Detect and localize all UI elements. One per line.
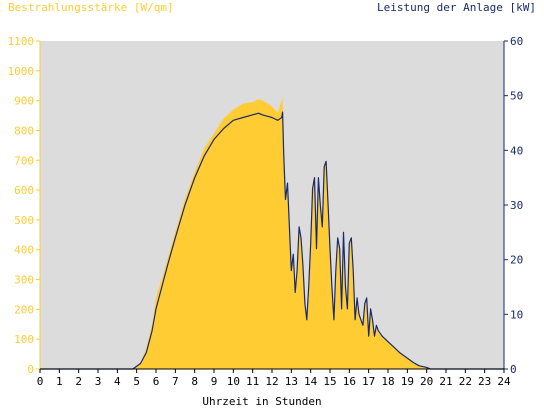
left-tick-label: 400 [14,244,34,257]
left-tick-label: 200 [14,303,34,316]
left-tick-label: 1100 [8,35,35,48]
x-tick-label: 19 [401,375,414,388]
x-tick-label: 6 [153,375,160,388]
right-tick-label: 50 [510,90,523,103]
series-layer [40,96,504,370]
left-tick-label: 500 [14,214,34,227]
x-axis-ticks: 0 1 2 3 4 5 6 7 8 9 10 11 12 13 14 15 16 17 18 19 20 21 22 23 24 [37,369,511,388]
right-tick-label: 0 [510,363,517,376]
x-tick-label: 2 [75,375,82,388]
left-tick-label: 800 [14,124,34,137]
x-tick-label: 1 [56,375,63,388]
right-tick-label: 60 [510,35,523,48]
x-tick-label: 22 [459,375,472,388]
x-tick-label: 3 [95,375,102,388]
left-tick-label: 100 [14,333,34,346]
x-tick-label: 13 [285,375,298,388]
x-tick-label: 23 [478,375,491,388]
left-tick-label: 600 [14,184,34,197]
left-tick-label: 1000 [8,65,35,78]
left-axis-title: Bestrahlungsstärke [W/qm] [8,1,174,14]
x-tick-label: 11 [246,375,259,388]
left-tick-label: 700 [14,154,34,167]
x-tick-label: 5 [133,375,140,388]
x-tick-label: 12 [265,375,278,388]
right-tick-label: 30 [510,199,523,212]
right-tick-label: 40 [510,144,523,157]
x-tick-label: 7 [172,375,179,388]
x-tick-label: 8 [191,375,198,388]
left-tick-label: 300 [14,274,34,287]
irradiance-area [40,96,504,369]
x-tick-label: 10 [227,375,240,388]
x-axis-label: Uhrzeit in Stunden [202,395,321,408]
x-tick-label: 21 [439,375,452,388]
x-tick-label: 20 [420,375,433,388]
x-tick-label: 0 [37,375,44,388]
left-tick-label: 0 [27,363,34,376]
left-tick-label: 900 [14,95,34,108]
x-tick-label: 14 [304,375,318,388]
power-line [40,111,504,370]
right-axis-title: Leistung der Anlage [kW] [377,1,536,14]
left-axis-ticks: 0 100 200 300 400 500 600 700 800 900 1000 1100 [8,35,40,376]
right-tick-label: 10 [510,308,523,321]
right-axis-ticks: 0 10 20 30 40 50 60 [504,35,523,376]
x-tick-label: 18 [381,375,394,388]
x-tick-label: 15 [323,375,336,388]
right-tick-label: 20 [510,254,523,267]
x-tick-label: 16 [343,375,356,388]
x-tick-label: 24 [497,375,511,388]
x-tick-label: 9 [211,375,218,388]
x-tick-label: 4 [114,375,121,388]
x-tick-label: 17 [362,375,375,388]
